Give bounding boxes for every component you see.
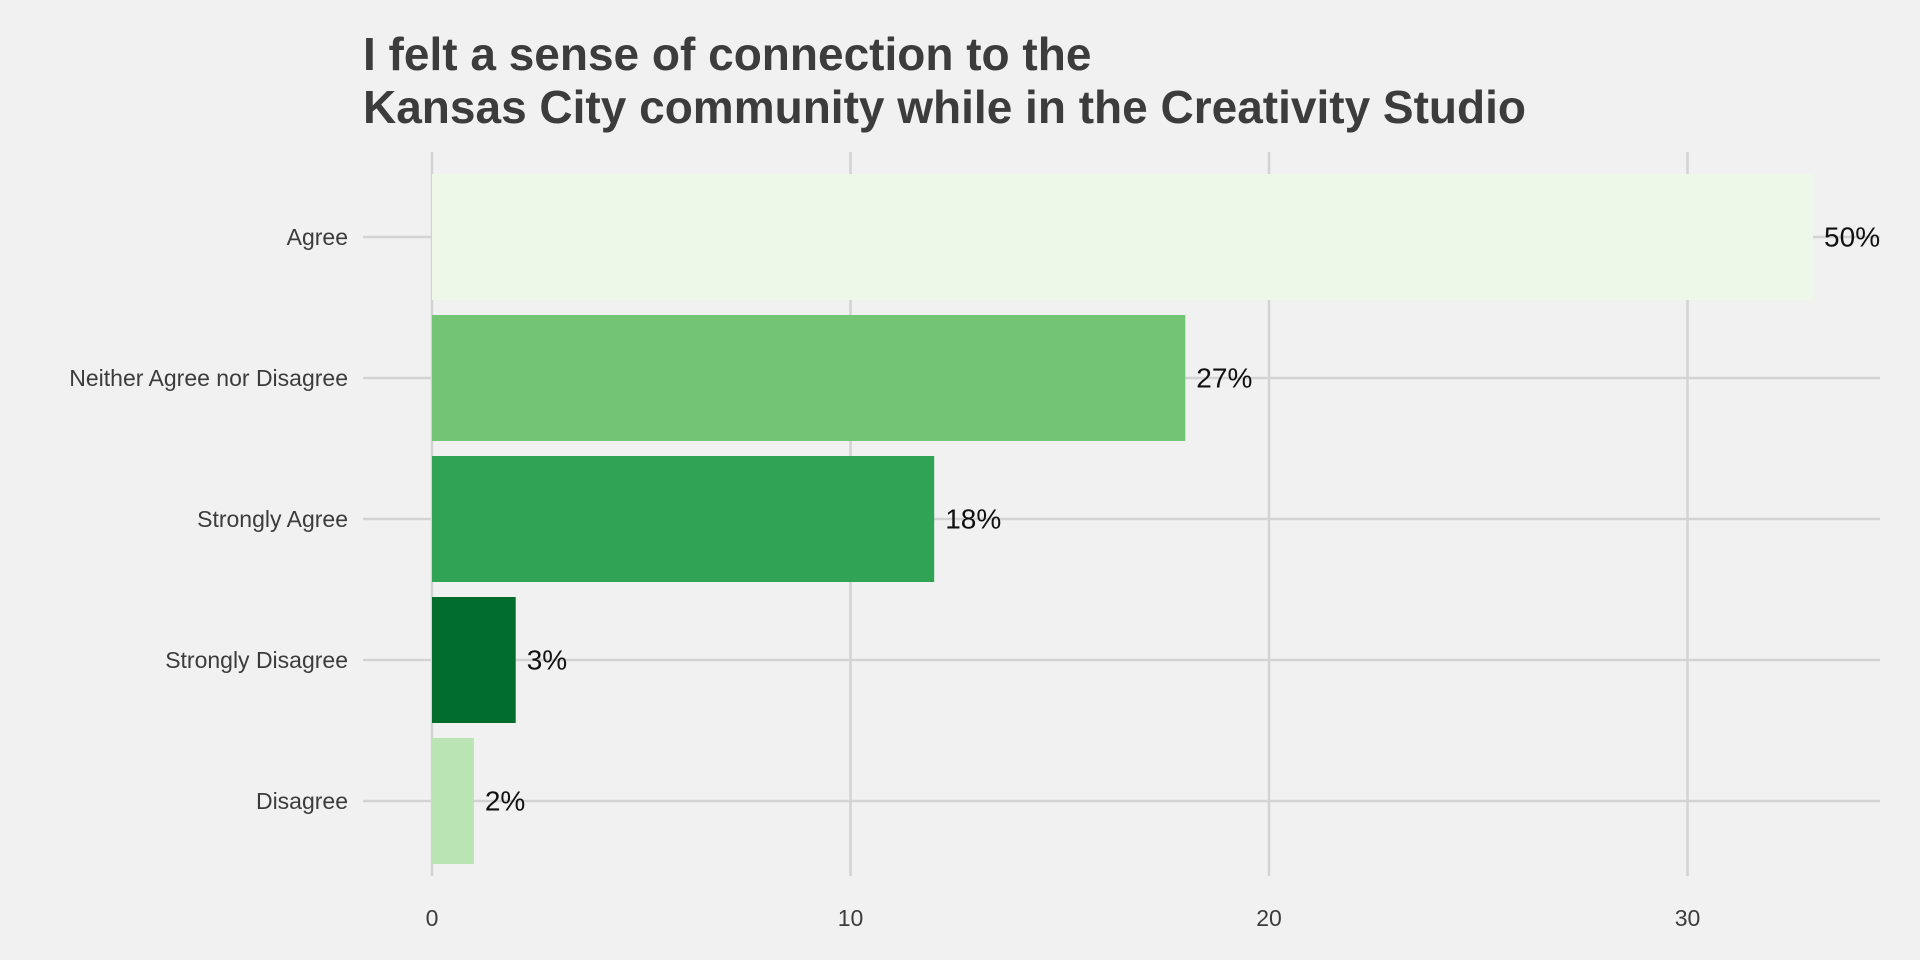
data-label: 50%: [1824, 222, 1880, 253]
y-tick-label: Neither Agree nor Disagree: [69, 365, 348, 391]
bar: [432, 315, 1186, 441]
chart-title-line-1: I felt a sense of connection to the: [363, 28, 1092, 80]
bar: [432, 738, 474, 864]
bar: [432, 174, 1814, 300]
chart-title: I felt a sense of connection to the Kans…: [363, 28, 1863, 134]
x-tick-label: 0: [426, 905, 439, 931]
y-tick-label: Disagree: [256, 788, 348, 814]
x-tick-label: 10: [838, 905, 864, 931]
data-label: 27%: [1196, 363, 1252, 394]
chart-title-line-2: Kansas City community while in the Creat…: [363, 81, 1527, 133]
x-tick-label: 30: [1675, 905, 1701, 931]
x-tick-label: 20: [1256, 905, 1282, 931]
y-tick-label: Strongly Disagree: [165, 647, 348, 673]
data-label: 18%: [945, 504, 1001, 535]
data-label: 2%: [485, 786, 525, 817]
y-tick-label: Agree: [287, 224, 348, 250]
y-tick-label: Strongly Agree: [197, 506, 348, 532]
data-label: 3%: [527, 645, 567, 676]
bar: [432, 456, 935, 582]
bar: [432, 597, 516, 723]
